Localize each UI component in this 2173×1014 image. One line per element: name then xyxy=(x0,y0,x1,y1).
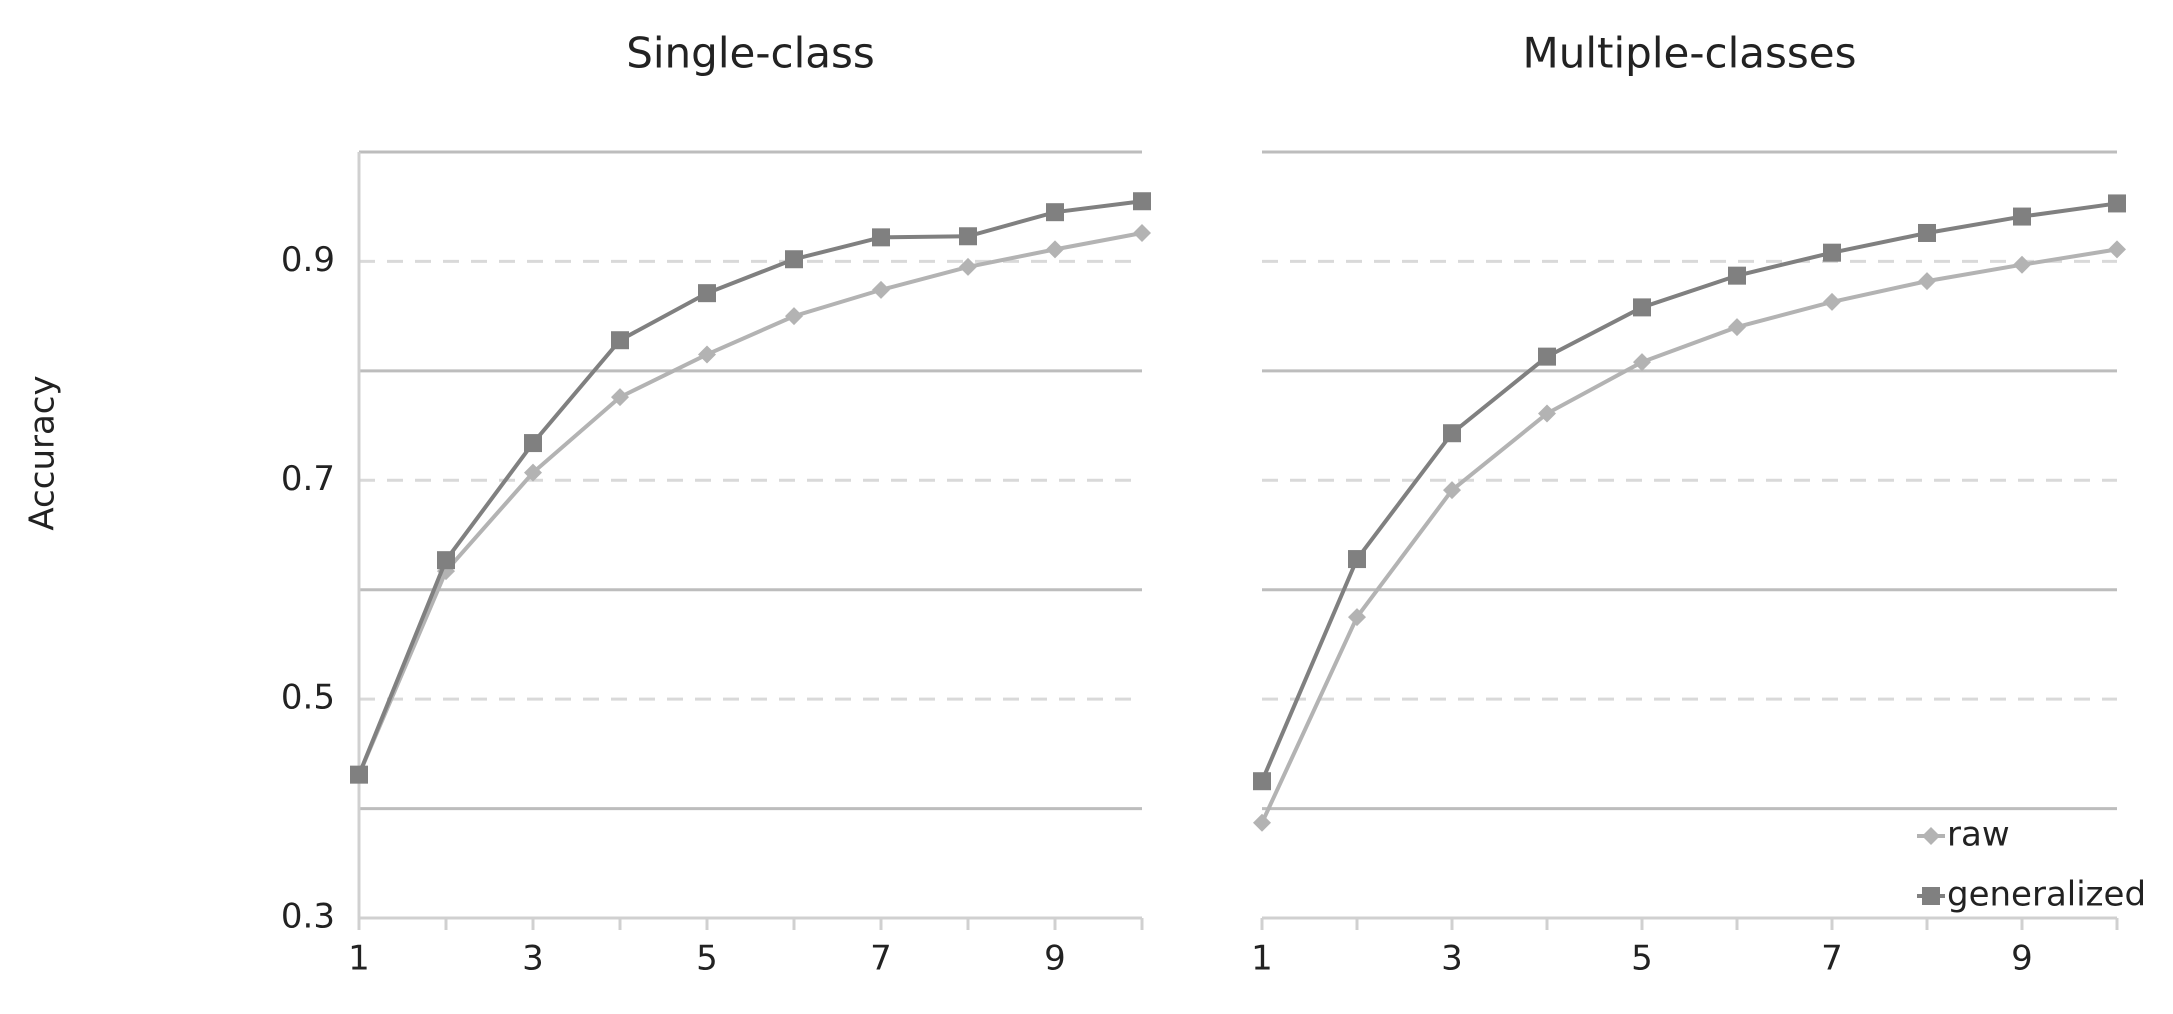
marker xyxy=(1443,424,1461,443)
marker xyxy=(1538,404,1556,423)
y-axis-label: Accuracy xyxy=(23,375,63,530)
legend-label: raw xyxy=(1947,815,2010,855)
marker xyxy=(350,765,368,784)
marker xyxy=(611,388,629,407)
x-tick-label: 7 xyxy=(1821,939,1843,979)
x-tick-label: 7 xyxy=(870,939,892,979)
marker xyxy=(1253,813,1271,832)
marker xyxy=(698,345,716,364)
marker xyxy=(959,257,977,276)
marker xyxy=(1253,772,1271,791)
y-tick-label: 0.9 xyxy=(281,240,335,280)
legend-marker xyxy=(1922,827,1940,845)
chart-title: Single-class xyxy=(626,29,875,78)
series-line xyxy=(357,199,1143,776)
marker xyxy=(1823,243,1841,262)
marker xyxy=(1728,266,1746,285)
marker xyxy=(1633,298,1651,317)
x-tick-label: 9 xyxy=(2011,939,2033,979)
marker xyxy=(524,434,542,453)
marker xyxy=(872,228,890,247)
series-line xyxy=(357,231,1143,776)
marker xyxy=(524,463,542,482)
legend-label: generalized xyxy=(1947,875,2146,915)
marker xyxy=(1348,550,1366,569)
marker xyxy=(1728,318,1746,337)
marker xyxy=(1918,272,1936,291)
marker xyxy=(1823,292,1841,311)
x-tick-label: 3 xyxy=(1441,939,1463,979)
marker xyxy=(698,284,716,303)
marker xyxy=(2013,255,2031,274)
marker xyxy=(1633,353,1651,372)
marker xyxy=(611,331,629,350)
x-tick-label: 9 xyxy=(1044,939,1066,979)
legend-marker xyxy=(1922,887,1940,905)
y-tick-label: 0.5 xyxy=(281,678,335,718)
marker xyxy=(959,227,977,246)
x-tick-label: 5 xyxy=(1631,939,1653,979)
x-tick-label: 1 xyxy=(1251,939,1273,979)
marker xyxy=(2108,240,2126,259)
x-tick-label: 5 xyxy=(696,939,718,979)
chart-title: Multiple-classes xyxy=(1523,29,1857,78)
x-tick-label: 3 xyxy=(522,939,544,979)
marker xyxy=(2013,207,2031,226)
marker xyxy=(1133,192,1151,211)
marker xyxy=(1133,223,1151,242)
marker xyxy=(437,551,455,570)
marker xyxy=(2108,194,2126,213)
marker xyxy=(1046,203,1064,222)
x-tick-label: 1 xyxy=(348,939,370,979)
marker xyxy=(1443,481,1461,500)
marker xyxy=(785,307,803,326)
y-tick-label: 0.7 xyxy=(281,459,335,499)
marker xyxy=(1046,240,1064,259)
series-line xyxy=(1260,201,2118,783)
series-line xyxy=(1260,247,2118,824)
y-tick-label: 0.3 xyxy=(281,897,335,937)
marker xyxy=(1918,223,1936,242)
marker xyxy=(1348,608,1366,627)
marker xyxy=(1538,347,1556,366)
marker xyxy=(785,250,803,269)
marker xyxy=(872,280,890,299)
